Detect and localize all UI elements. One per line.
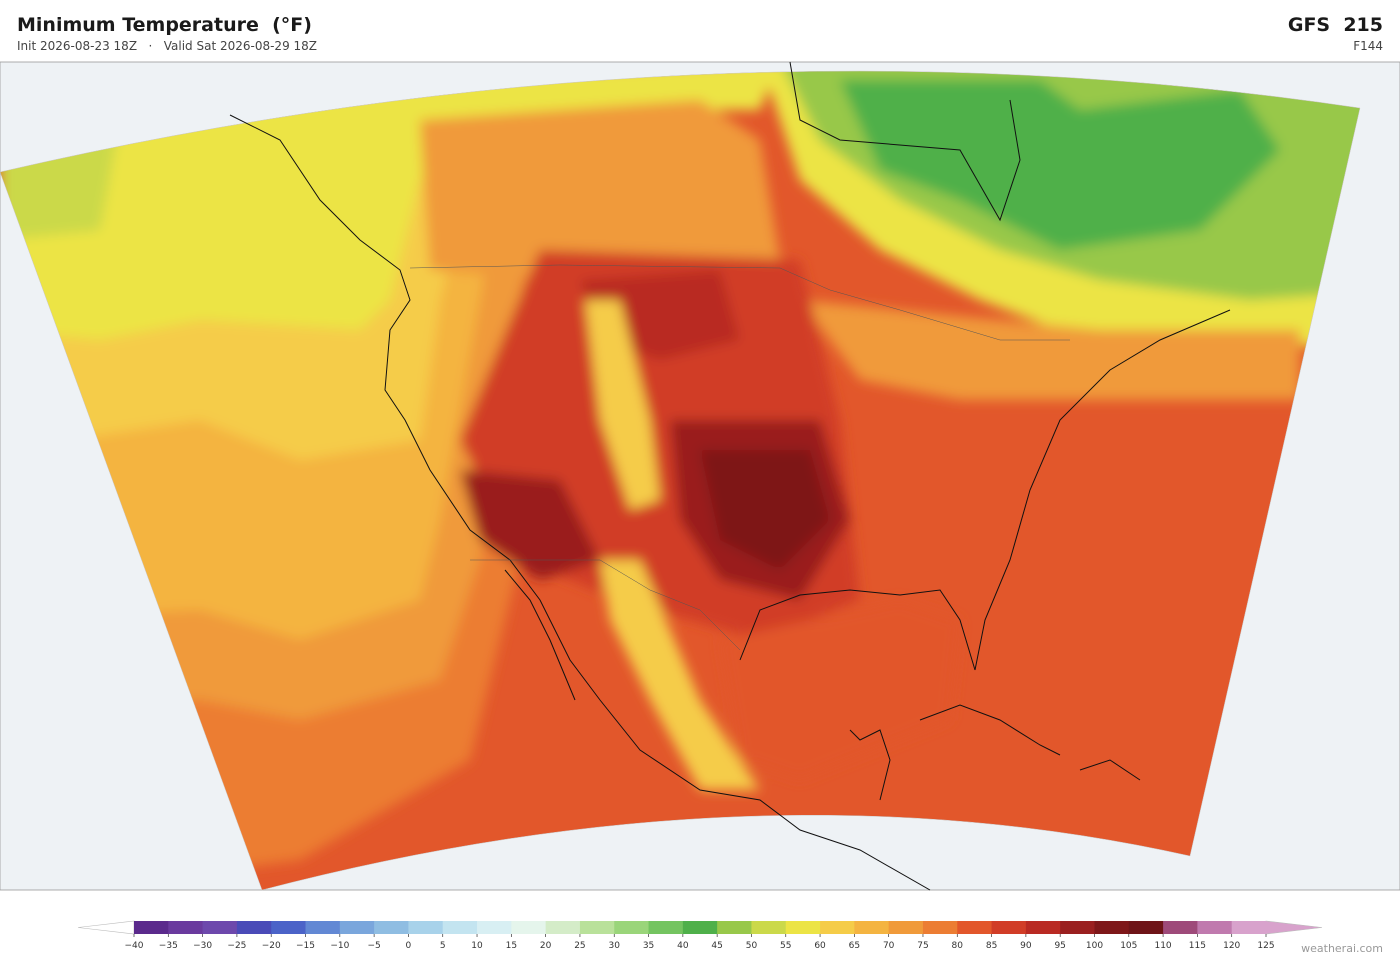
colorbar-tick-label: 10 — [471, 941, 483, 951]
forecast-hour: F144 — [1353, 39, 1383, 53]
colorbar-tick-label: 95 — [1054, 941, 1065, 951]
colorbar-tick-label: −25 — [227, 941, 246, 951]
colorbar-segment — [1163, 921, 1198, 934]
colorbar-tick-label: −20 — [262, 941, 281, 951]
colorbar-segment — [305, 921, 341, 934]
colorbar-tick-label: 105 — [1120, 941, 1137, 951]
colorbar-tick-label: −35 — [159, 941, 178, 951]
colorbar-tick-label: 30 — [609, 941, 621, 951]
colorbar-segment — [545, 921, 581, 934]
colorbar-segment — [854, 921, 890, 934]
colorbar-segment — [991, 921, 1027, 934]
colorbar-tick-label: 70 — [883, 941, 895, 951]
colorbar-segment — [785, 921, 821, 934]
colorbar-tick-label: 20 — [540, 941, 552, 951]
colorbar-over — [1265, 920, 1323, 935]
colorbar-segment — [1128, 921, 1164, 934]
colorbar-tick-label: 55 — [780, 941, 791, 951]
colorbar-segment — [477, 921, 512, 934]
colorbar-tick-label: −5 — [367, 941, 380, 951]
colorbar-segment — [511, 921, 547, 934]
colorbar-segment — [271, 921, 307, 934]
colorbar-segment — [888, 921, 924, 934]
colorbar-tick-label: 25 — [574, 941, 585, 951]
colorbar-tick-label: 115 — [1189, 941, 1206, 951]
domain-outline — [0, 70, 1361, 891]
colorbar-tick-label: 15 — [506, 941, 517, 951]
colorbar-segment — [339, 921, 375, 934]
colorbar-tick-label: 120 — [1223, 941, 1240, 951]
subtitle: Init 2026-08-23 18Z · Valid Sat 2026-08-… — [17, 39, 318, 53]
colorbar-tick-label: 75 — [917, 941, 928, 951]
colorbar-segment — [820, 921, 855, 934]
colorbar-tick-label: 110 — [1154, 941, 1171, 951]
colorbar-segment — [1025, 921, 1061, 934]
colorbar-segment — [922, 921, 958, 934]
colorbar-tick-label: 90 — [1020, 941, 1032, 951]
colorbar-tick-label: 60 — [814, 941, 826, 951]
colorbar-tick-label: 5 — [440, 941, 446, 951]
colorbar-tick-label: 100 — [1086, 941, 1103, 951]
colorbar-segment — [168, 921, 204, 934]
colorbar-tick-label: 0 — [406, 941, 412, 951]
colorbar-segment — [1197, 921, 1233, 934]
colorbar-segment — [648, 921, 684, 934]
colorbar-segment — [682, 921, 718, 934]
colorbar: −40 −35 −30 −25 −20 −15 −10 −5 0 5 10 15 20 25 30 35 40 4… — [77, 920, 1323, 951]
colorbar-tick-label: 80 — [952, 941, 964, 951]
colorbar-segment — [408, 921, 444, 934]
colorbar-tick-label: 35 — [643, 941, 654, 951]
title: Minimum Temperature (°F) — [17, 14, 312, 36]
colorbar-segment — [717, 921, 752, 934]
colorbar-under — [77, 920, 135, 935]
colorbar-segment — [374, 921, 409, 934]
colorbar-tick-label: −40 — [125, 941, 144, 951]
colorbar-segment — [957, 921, 993, 934]
colorbar-segment — [579, 921, 615, 934]
colorbar-segment — [202, 921, 238, 934]
colorbar-segment — [1094, 921, 1130, 934]
colorbar-segment — [1231, 921, 1267, 934]
model-label: GFS 215 — [1287, 14, 1383, 36]
colorbar-segment — [442, 921, 478, 934]
colorbar-tick-label: −15 — [296, 941, 315, 951]
colorbar-tick-label: 85 — [986, 941, 997, 951]
colorbar-tick-label: 65 — [849, 941, 860, 951]
colorbar-segment — [614, 921, 650, 934]
colorbar-segment — [751, 921, 787, 934]
colorbar-tick-label: −30 — [193, 941, 212, 951]
colorbar-tick-label: 50 — [746, 941, 758, 951]
colorbar-tick-label: 40 — [677, 941, 689, 951]
colorbar-segment — [1060, 921, 1095, 934]
colorbar-tick-label: 125 — [1257, 941, 1274, 951]
colorbar-tick-label: 45 — [711, 941, 722, 951]
credit: weatherai.com — [1301, 942, 1383, 955]
colorbar-segment — [236, 921, 272, 934]
colorbar-segment — [134, 921, 169, 934]
colorbar-tick-label: −10 — [330, 941, 349, 951]
coastlines — [229, 61, 1231, 891]
borders — [409, 264, 1070, 651]
